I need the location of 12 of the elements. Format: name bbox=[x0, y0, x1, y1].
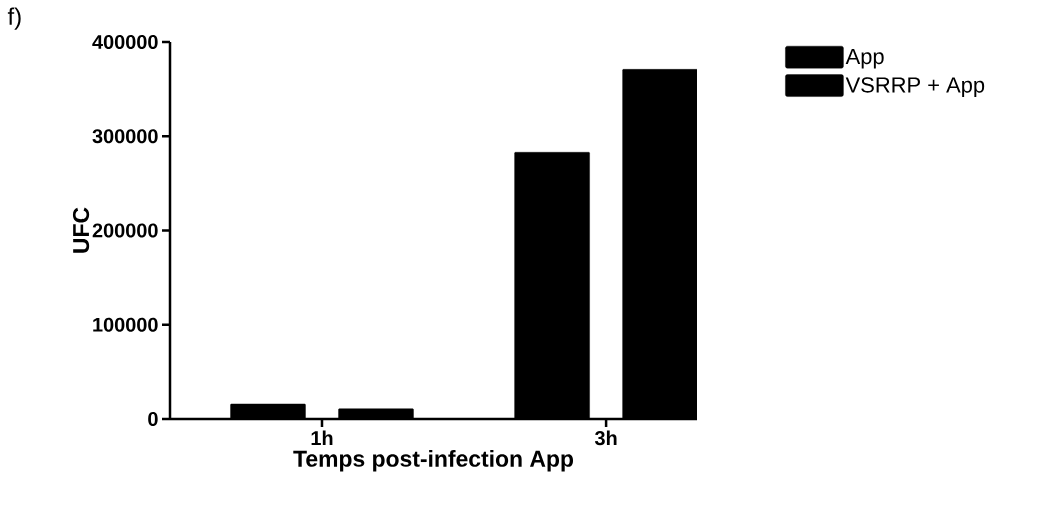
x-tick-label: 1h bbox=[311, 430, 333, 445]
x-axis-title: Temps post-infection App bbox=[293, 450, 574, 472]
legend-label: VSRRP + App bbox=[845, 77, 985, 98]
text: f) bbox=[7, 7, 21, 30]
y-tick-label: 0 bbox=[148, 411, 158, 427]
y-axis-title: UFC bbox=[72, 207, 90, 253]
y-tick-label: 300000 bbox=[92, 129, 158, 144]
x-tick-label: 3h bbox=[594, 430, 617, 446]
y-tick-label: 400000 bbox=[92, 34, 158, 50]
legend-label: App bbox=[845, 48, 884, 69]
y-tick-label: 200000 bbox=[92, 223, 158, 238]
y-tick-label: 100000 bbox=[93, 317, 158, 332]
